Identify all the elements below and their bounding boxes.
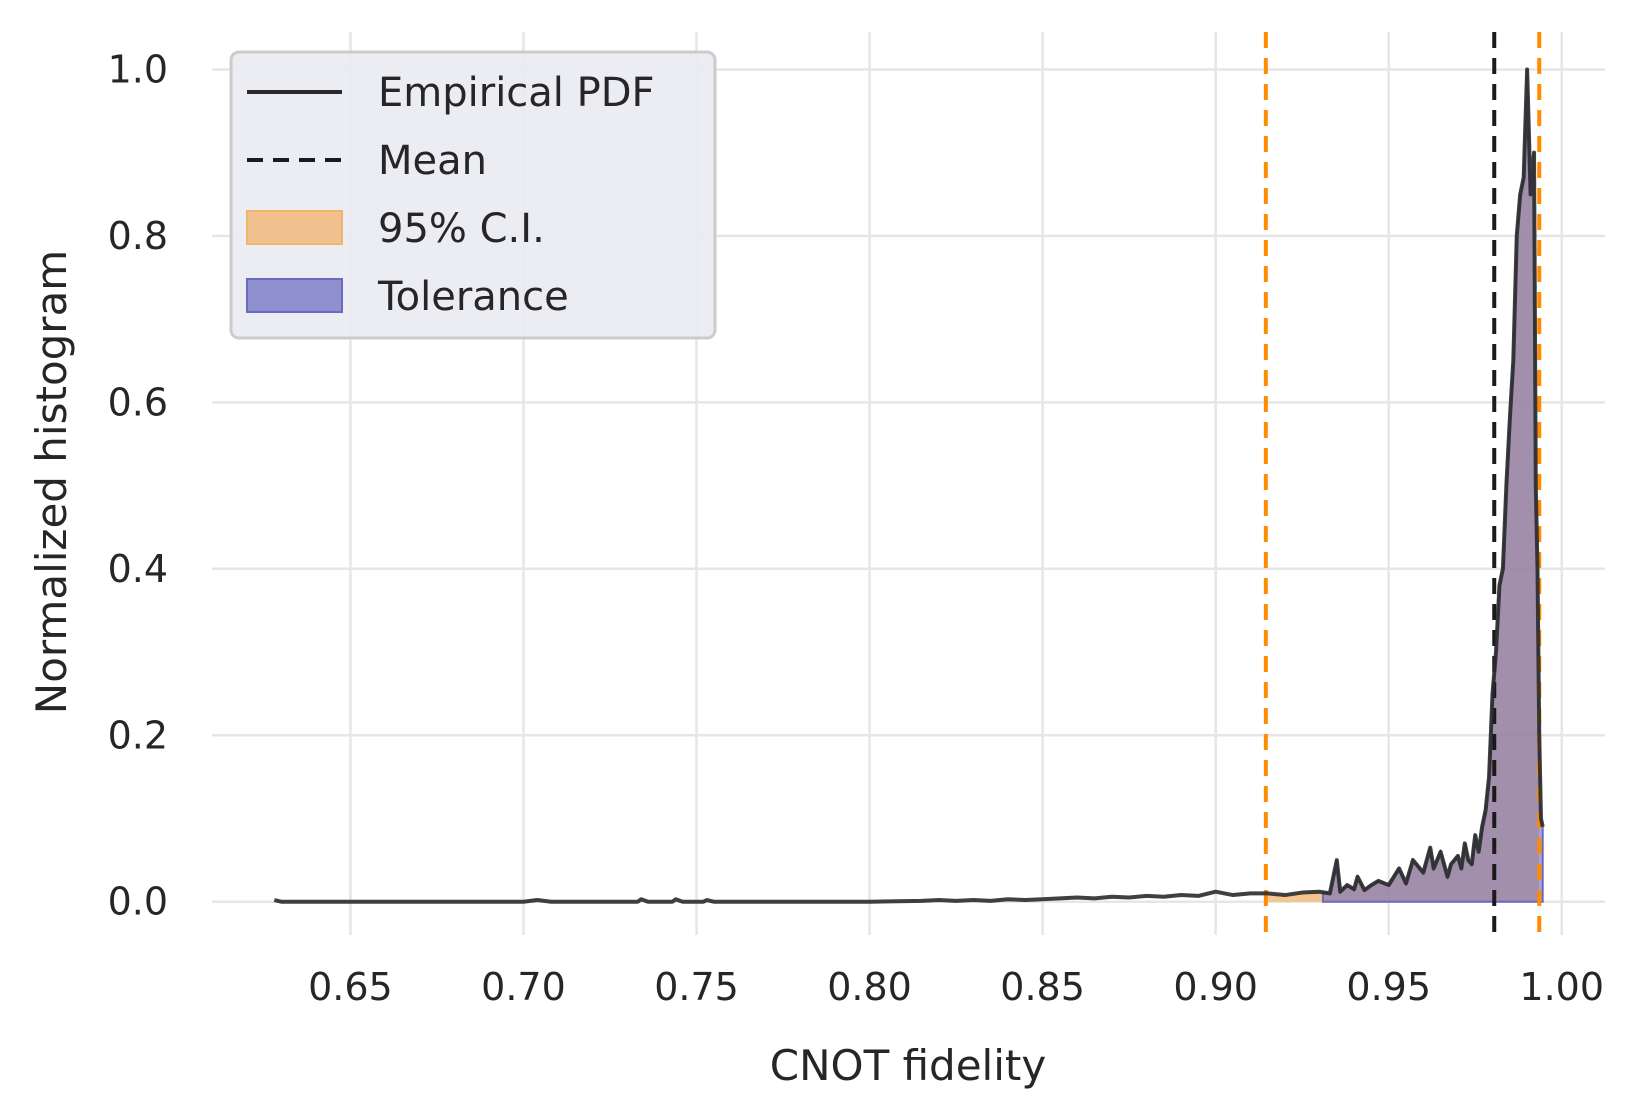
- legend-label-mean: Mean: [378, 138, 487, 184]
- x-tick-label: 0.95: [1346, 965, 1431, 1009]
- y-tick-label: 0.0: [108, 880, 168, 924]
- x-tick-label: 1.00: [1519, 965, 1604, 1009]
- x-tick-label: 0.85: [1000, 965, 1085, 1009]
- x-tick-label: 0.80: [827, 965, 912, 1009]
- reference-lines: [1263, 32, 1542, 935]
- y-tick-label: 0.8: [108, 214, 168, 258]
- x-axis-label: CNOT fidelity: [770, 1041, 1046, 1090]
- x-tick-labels: 0.65 0.70 0.75 0.80 0.85 0.90 0.95 1.00: [308, 965, 1604, 1009]
- legend-ci-swatch: [246, 210, 343, 245]
- y-tick-label: 0.4: [108, 547, 168, 591]
- x-tick-label: 0.70: [481, 965, 566, 1009]
- y-tick-label: 0.6: [108, 380, 168, 424]
- y-tick-label: 0.2: [108, 713, 168, 757]
- legend-label-ci: 95% C.I.: [378, 206, 545, 252]
- x-tick-label: 0.75: [654, 965, 739, 1009]
- empirical-pdf-line: [273, 67, 1545, 904]
- y-tick-labels: 0.0 0.2 0.4 0.6 0.8 1.0: [108, 47, 168, 923]
- tolerance-fill-area: [1321, 69, 1544, 903]
- legend-label-pdf: Empirical PDF: [378, 70, 655, 116]
- series-lines: [273, 67, 1545, 904]
- legend-label-tolerance: Tolerance: [377, 274, 569, 320]
- legend-tolerance-swatch: [246, 278, 343, 313]
- y-axis-label: Normalized histogram: [27, 250, 76, 714]
- legend: Empirical PDF Mean 95% C.I. Tolerance: [229, 50, 717, 340]
- x-tick-label: 0.65: [308, 965, 393, 1009]
- legend-box: [229, 50, 717, 340]
- y-tick-label: 1.0: [108, 47, 168, 91]
- grid: [212, 32, 1605, 935]
- fill-areas: [1265, 69, 1544, 903]
- x-tick-label: 0.90: [1173, 965, 1258, 1009]
